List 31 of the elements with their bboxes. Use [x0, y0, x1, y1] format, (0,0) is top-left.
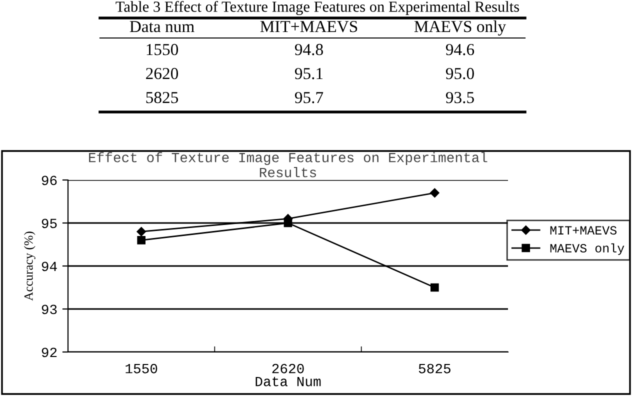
x-axis-title: Data Num: [256, 376, 321, 386]
text: 95.1: [294, 68, 323, 80]
point: [430, 188, 440, 198]
text: 95.0: [446, 68, 474, 80]
point: [137, 236, 146, 244]
y-tick-label: 92: [42, 348, 57, 358]
text: MAEVS only: [414, 20, 506, 36]
point: [284, 218, 292, 228]
text: Data num: [130, 21, 194, 32]
text: MIT+MAEVS: [260, 20, 358, 32]
text: 5825: [146, 92, 178, 104]
text: 2620: [146, 68, 178, 80]
y-tick-label: 96: [42, 176, 57, 186]
y-tick-label: 95: [42, 218, 57, 228]
x-tick-label: 5825: [418, 364, 450, 374]
y-axis-title: Accuracy (%): [24, 232, 36, 301]
x-tick-label: 1550: [126, 364, 158, 374]
text: 95.7: [294, 92, 324, 104]
point: [430, 283, 439, 292]
legend-label: MAEVS only: [550, 243, 624, 255]
legend-label: MIT+MAEVS: [550, 226, 617, 235]
text: 94.6: [446, 44, 474, 56]
text: 1550: [146, 44, 178, 56]
point: [136, 226, 146, 236]
text: 94.8: [294, 44, 323, 56]
y-tick-label: 94: [42, 262, 57, 272]
chart-title: Effect of Texture Image Features on Experimental Results: [89, 152, 488, 178]
y-tick-label: 93: [42, 304, 57, 314]
text: 93.5: [446, 92, 474, 104]
text: Table 3 Effect of Texture Image Features on Experimental Results: [116, 0, 520, 16]
x-tick-label: 2620: [272, 364, 304, 374]
